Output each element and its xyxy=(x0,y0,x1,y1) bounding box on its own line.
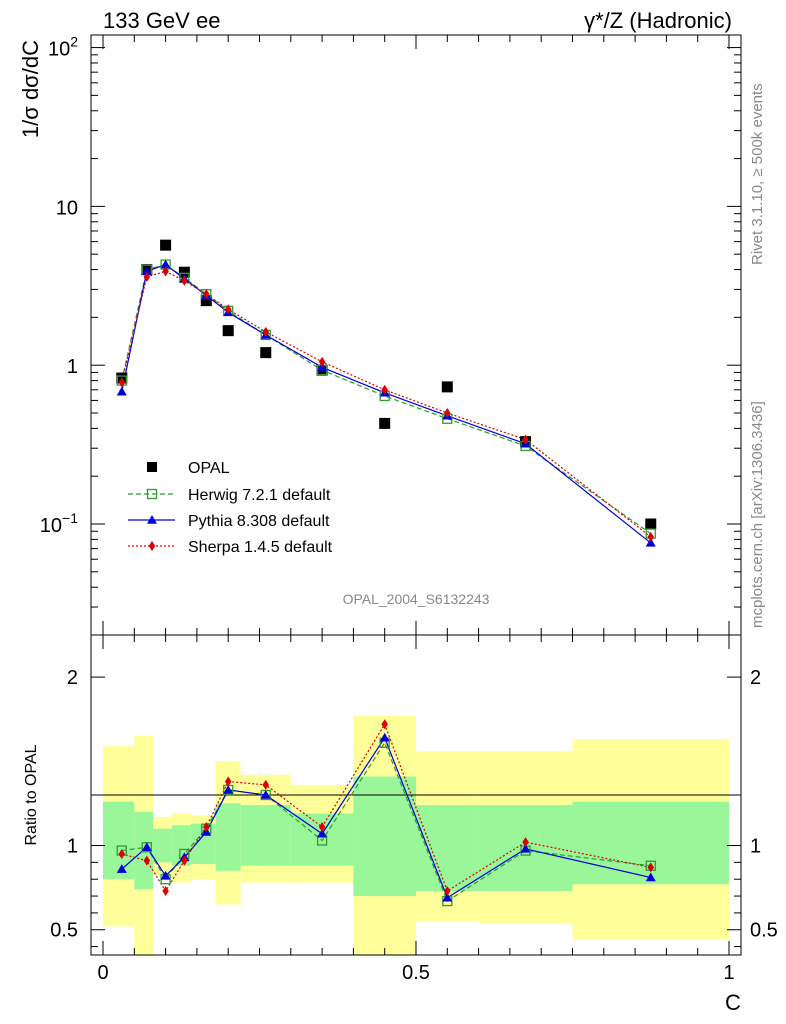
ratio-series-line xyxy=(121,722,651,893)
main-data-point xyxy=(318,356,326,367)
main-y-tick-label: 10 xyxy=(56,197,78,219)
main-data-point xyxy=(260,347,272,359)
main-data-point xyxy=(143,271,151,282)
ratio-data-point xyxy=(116,864,127,873)
ratio-ylabel: Ratio to OPAL xyxy=(23,744,40,845)
main-y-tick-base: 10 xyxy=(40,515,62,537)
main-data-point xyxy=(645,518,657,530)
main-data-point xyxy=(118,377,126,388)
main-y-tick-base: 10 xyxy=(56,197,78,219)
main-data-point xyxy=(178,266,190,278)
ratio-data-point xyxy=(522,837,529,848)
main-data-point xyxy=(381,384,388,395)
x-tick-label: 0.5 xyxy=(402,962,430,984)
x-tick-label: 0 xyxy=(97,962,108,984)
ratio-data-point xyxy=(647,862,654,873)
ratio-y-tick-label-left: 2 xyxy=(67,667,78,689)
analysis-label: OPAL_2004_S6132243 xyxy=(343,591,490,607)
ratio-data-point xyxy=(181,855,188,866)
main-ylabel: 1/σ dσ/dC xyxy=(18,40,43,138)
rivet-label: Rivet 3.1.10, ≥ 500k events xyxy=(749,83,766,265)
ratio-series-line xyxy=(121,736,651,899)
ratio-data-point xyxy=(379,732,390,742)
ratio-band-green xyxy=(416,805,479,891)
main-data-point xyxy=(441,381,453,393)
ratio-data-point xyxy=(160,870,171,880)
main-data-point xyxy=(222,325,234,337)
ratio-band-green xyxy=(215,803,241,871)
x-axis-label: C xyxy=(725,990,741,1015)
main-series-line xyxy=(121,270,652,538)
legend-entry: Sherpa 1.4.5 default xyxy=(188,539,333,556)
main-data-point xyxy=(200,295,212,307)
main-data-point xyxy=(181,275,188,286)
ratio-y-tick-label-left: 0.5 xyxy=(50,920,78,942)
ratio-data-point xyxy=(318,822,326,832)
legend-marker xyxy=(147,462,157,472)
main-y-tick-label: 10−1 xyxy=(40,510,78,537)
ratio-y-tick-label-right: 2 xyxy=(750,667,761,689)
main-data-point xyxy=(522,434,529,445)
ratio-y-tick-label-left: 1 xyxy=(67,836,78,858)
mcplots-label: mcplots.cern.ch [arXiv:1306.3436] xyxy=(749,401,766,628)
legend-marker xyxy=(147,515,157,524)
main-data-point xyxy=(160,239,172,251)
ratio-data-point xyxy=(203,822,210,832)
ratio-band-green xyxy=(240,805,291,866)
ratio-data-point xyxy=(143,855,151,866)
main-data-point xyxy=(379,417,391,429)
ratio-data-point xyxy=(162,886,169,896)
legend: OPAL Herwig 7.2.1 default Pythia 8.308 def… xyxy=(128,460,333,556)
ratio-data-point xyxy=(645,872,656,882)
legend-entry: Herwig 7.2.1 default xyxy=(188,487,331,504)
process-label-gamma: γ*/Z xyxy=(584,8,623,33)
ratio-band-green xyxy=(103,801,135,880)
ratio-series-line xyxy=(121,741,651,903)
main-y-tick-exponent: −1 xyxy=(62,510,78,526)
ratio-data-point xyxy=(141,842,152,851)
ratio-y-tick-label-right: 1 xyxy=(750,836,761,858)
ratio-data-point xyxy=(317,828,328,838)
main-data-point xyxy=(224,304,232,315)
main-data-point xyxy=(116,386,127,396)
ratio-data-point xyxy=(520,843,531,853)
ratio-band-green xyxy=(190,823,216,865)
legend-marker xyxy=(146,488,158,500)
ratio-data-point xyxy=(223,784,234,794)
main-data-point xyxy=(203,289,210,300)
main-y-tick-label: 102 xyxy=(48,34,78,61)
main-data-point xyxy=(262,326,270,337)
main-data-point xyxy=(444,407,451,418)
main-y-tick-label: 1 xyxy=(67,356,78,378)
ratio-data-point xyxy=(444,886,451,896)
energy-label: 133 GeV ee xyxy=(103,8,220,33)
main-data-point xyxy=(141,266,152,276)
main-y-tick-base: 1 xyxy=(67,356,78,378)
ratio-band-green xyxy=(353,776,416,897)
ratio-band-green xyxy=(153,828,172,863)
process-label: γ*/Z (Hadronic) xyxy=(584,8,732,33)
main-data-point xyxy=(162,266,169,277)
process-label-suffix: (Hadronic) xyxy=(623,8,732,33)
legend-entry: OPAL xyxy=(188,460,230,477)
legend-entry: Pythia 8.308 default xyxy=(188,513,330,530)
main-data-point xyxy=(645,537,656,547)
ratio-data-point xyxy=(260,790,271,799)
main-y-tick-base: 10 xyxy=(48,39,70,61)
main-data-point xyxy=(647,531,654,542)
legend-marker xyxy=(148,541,156,551)
ratio-data-point xyxy=(224,776,232,787)
main-data-point xyxy=(160,259,171,269)
ratio-data-point xyxy=(381,719,388,730)
ratio-y-tick-label-right: 0.5 xyxy=(750,920,778,942)
ratio-data-point xyxy=(118,848,126,859)
main-y-tick-exponent: 2 xyxy=(70,34,78,50)
ratio-panel: 0.5 0.5 1 1 2 2 0 0.5 1 Ratio to OPAL C xyxy=(23,634,778,1015)
ratio-data-point xyxy=(262,779,270,790)
x-tick-label: 1 xyxy=(723,962,734,984)
ratio-data-point xyxy=(442,892,453,902)
